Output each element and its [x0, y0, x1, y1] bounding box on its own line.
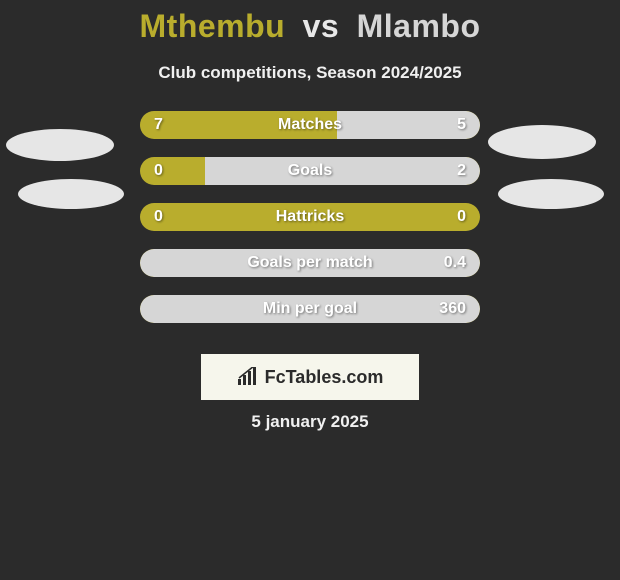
subtitle: Club competitions, Season 2024/2025: [0, 63, 620, 83]
stats-stage: 7Matches50Goals20Hattricks0Goals per mat…: [0, 111, 620, 351]
title-vs: vs: [303, 8, 340, 44]
title-player2: Mlambo: [357, 8, 481, 44]
bar-chart-icon: [237, 367, 259, 387]
title-player1: Mthembu: [140, 8, 286, 44]
stat-row: Goals per match0.4: [140, 249, 480, 277]
stat-row: 0Goals2: [140, 157, 480, 185]
stat-label: Matches: [140, 111, 480, 139]
stat-row: Min per goal360: [140, 295, 480, 323]
player2-marker-2: [498, 179, 604, 209]
stat-label: Goals per match: [140, 249, 480, 277]
stat-label: Goals: [140, 157, 480, 185]
player1-marker-1: [6, 129, 114, 161]
stat-value-player2: 5: [457, 111, 466, 139]
stat-value-player2: 360: [439, 295, 466, 323]
date-label: 5 january 2025: [0, 412, 620, 432]
stat-rows: 7Matches50Goals20Hattricks0Goals per mat…: [140, 111, 480, 341]
stat-value-player2: 0: [457, 203, 466, 231]
stat-value-player2: 2: [457, 157, 466, 185]
stat-row: 7Matches5: [140, 111, 480, 139]
page-title: Mthembu vs Mlambo: [0, 0, 620, 45]
player2-marker-1: [488, 125, 596, 159]
source-logo[interactable]: FcTables.com: [201, 354, 419, 400]
stat-label: Min per goal: [140, 295, 480, 323]
player1-marker-2: [18, 179, 124, 209]
stat-value-player2: 0.4: [444, 249, 466, 277]
stat-label: Hattricks: [140, 203, 480, 231]
source-logo-text: FcTables.com: [265, 367, 384, 388]
stat-row: 0Hattricks0: [140, 203, 480, 231]
